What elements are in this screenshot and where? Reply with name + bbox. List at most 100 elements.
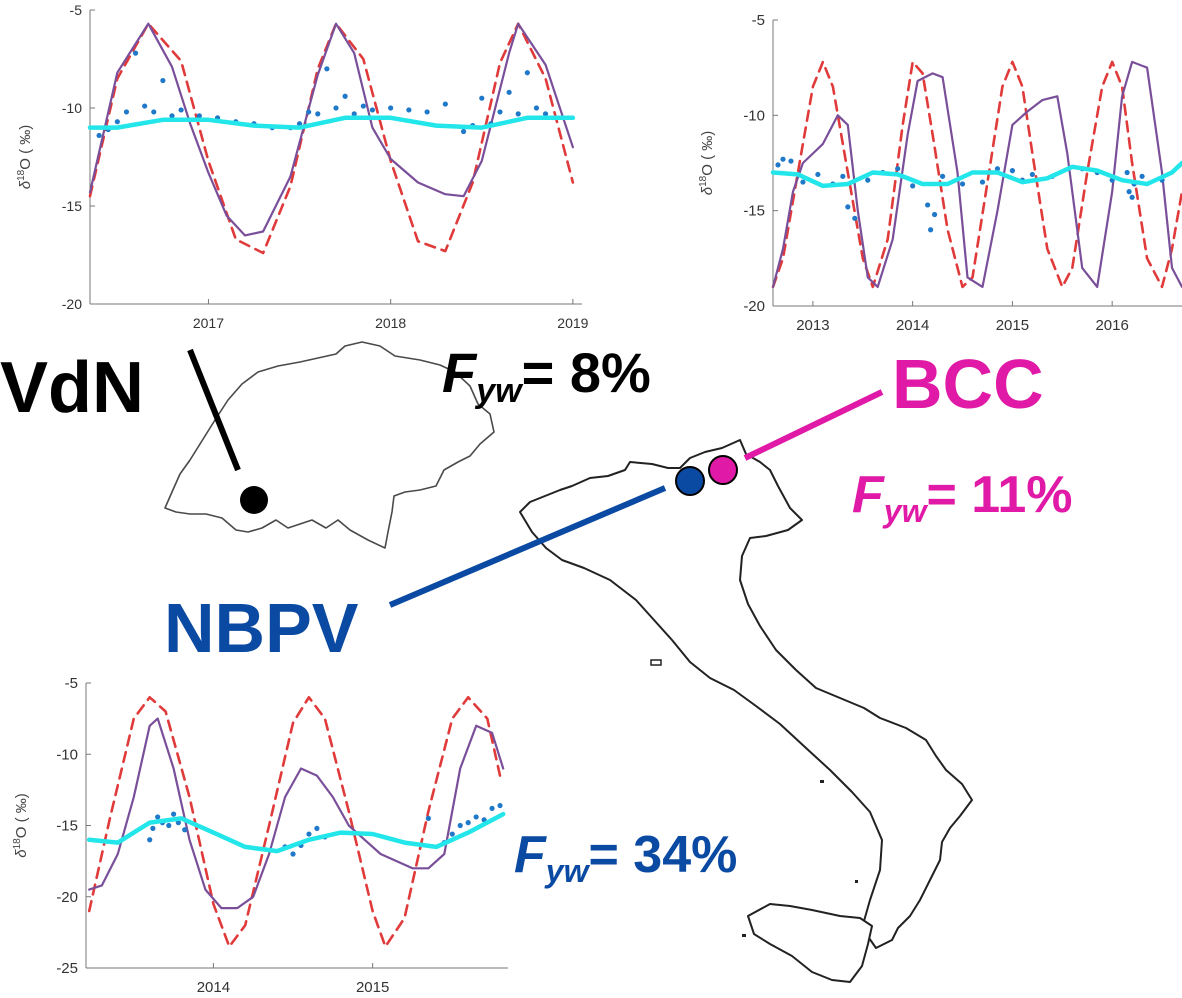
x-tick-label: 2016 <box>1095 317 1128 334</box>
island-shape <box>742 934 746 937</box>
y-axis-label-delta: δ <box>17 180 34 189</box>
vdn-obs-point <box>142 103 148 109</box>
vdn-obs-point <box>442 101 448 107</box>
y-tick-label: -5 <box>752 12 765 29</box>
vdn-obs-point <box>424 109 430 115</box>
bcc-obs-point <box>1139 173 1145 179</box>
nbpv-obs-point <box>425 815 431 821</box>
vdn-obs-point <box>196 113 202 119</box>
y-axis-label: δ18O ( ‰) <box>16 125 34 189</box>
y-axis-label-sup: 18 <box>16 169 27 181</box>
bcc-obs-point <box>800 179 806 185</box>
y-tick-label: -25 <box>56 960 78 977</box>
y-tick-label: -10 <box>743 107 765 124</box>
nbpv-leader-line <box>388 485 667 608</box>
nbpv-obs-point <box>182 827 188 833</box>
nbpv-obs-point <box>166 822 172 829</box>
vdn-young-line <box>87 115 576 130</box>
vdn-obs-point <box>160 77 166 84</box>
bcc-obs-point <box>979 179 986 185</box>
vdn-obs-point <box>388 105 394 111</box>
vdn-obs-point <box>296 121 303 127</box>
nbpv-young-line <box>86 811 506 854</box>
bcc-obs-point <box>994 166 1001 172</box>
vdn-site-label: VdN <box>0 348 144 428</box>
nbpv-obs-point <box>147 837 153 843</box>
nbpv-obs-point <box>314 825 320 831</box>
nbpv-site-label: NBPV <box>164 589 359 667</box>
fyw-value: = 34% <box>588 826 737 884</box>
y-axis-label-delta: δ <box>13 849 30 858</box>
vdn-model-line <box>88 22 575 237</box>
bcc-obs-point <box>840 173 846 179</box>
island-shape <box>650 659 662 666</box>
vdn-obs-point <box>114 119 120 125</box>
bcc-sine-line <box>771 60 1182 289</box>
y-axis-label: δ18O ( ‰) <box>698 131 716 195</box>
y-tick-label: -15 <box>56 818 78 835</box>
vdn-obs-point <box>132 50 139 56</box>
vdn-obs-point <box>460 128 467 135</box>
chart-nbpv: -5 -10 -15 -20 -25 2014 2015 δ18O ( ‰) <box>12 675 508 996</box>
vdn-obs-point <box>315 111 321 117</box>
vdn-obs-point <box>515 111 521 117</box>
nbpv-obs-point <box>497 802 503 809</box>
y-tick-label: -20 <box>56 889 78 906</box>
fyw-sub: yw <box>882 493 929 529</box>
y-tick-label: -10 <box>62 100 82 116</box>
bcc-obs-point <box>780 156 786 162</box>
nbpv-obs-point <box>457 822 463 829</box>
vdn-obs-point <box>351 111 357 117</box>
island-shape <box>855 880 858 883</box>
nbpv-obs-point <box>449 831 455 837</box>
nbpv-obs-point <box>150 825 156 831</box>
nbpv-obs-point <box>465 820 471 826</box>
vdn-sine-line <box>88 22 575 255</box>
y-tick-label: -20 <box>62 296 82 312</box>
bcc-obs-point <box>939 173 946 179</box>
y-tick-label: -5 <box>70 2 83 18</box>
bcc-obs-point <box>1129 194 1135 200</box>
vdn-fyw-label: Fyw= 8% <box>442 341 651 410</box>
vdn-obs-point <box>533 105 540 111</box>
vdn-obs-point <box>506 89 512 95</box>
y-tick-label: -15 <box>62 198 82 214</box>
vdn-obs-point <box>360 103 366 109</box>
bcc-obs-point <box>852 215 858 221</box>
x-tick-label: 2015 <box>996 317 1029 334</box>
vdn-obs-point <box>333 105 339 111</box>
bcc-obs-point <box>928 227 934 233</box>
nbpv-model-line <box>88 717 505 910</box>
italy-map-outline <box>519 439 973 949</box>
bcc-young-line <box>770 160 1182 189</box>
bcc-leader-line <box>743 389 884 461</box>
bcc-obs-point <box>775 162 781 168</box>
y-tick-label: -5 <box>65 675 78 692</box>
sicily-map-outline <box>747 903 873 983</box>
x-tick-label: 2019 <box>557 315 588 331</box>
fyw-sub: yw <box>474 372 524 410</box>
y-axis-label: δ18O ( ‰) <box>12 793 30 857</box>
nbpv-sine-line <box>87 695 502 948</box>
fyw-value: = 11% <box>926 466 1072 524</box>
bcc-obs-point <box>845 204 851 210</box>
nbpv-obs-point <box>290 851 296 857</box>
nbpv-obs-point <box>489 805 495 812</box>
vdn-obs-point <box>324 66 330 72</box>
y-tick-label: -10 <box>56 746 78 763</box>
bcc-fyw-label: Fyw= 11% <box>852 466 1072 529</box>
nbpv-fyw-label: Fyw= 34% <box>514 826 737 889</box>
bcc-site-label: BCC <box>892 345 1044 423</box>
bcc-obs-point <box>959 181 966 187</box>
nbpv-obs-point <box>175 820 181 826</box>
y-axis-label-rest: O ( ‰) <box>17 125 34 170</box>
vdn-site-marker <box>240 486 268 514</box>
vdn-obs-point <box>542 111 549 117</box>
bcc-obs-point <box>925 202 931 208</box>
vdn-obs-point <box>479 95 485 101</box>
vdn-obs-point <box>169 113 175 119</box>
bcc-obs-point <box>1124 169 1130 176</box>
bcc-obs-point <box>865 177 871 183</box>
vdn-obs-point <box>178 107 184 113</box>
